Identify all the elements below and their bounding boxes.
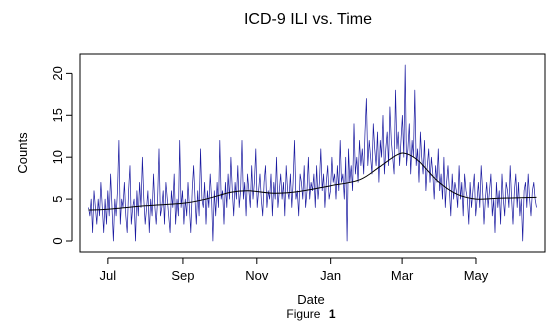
y-tick-label: 20 [50, 66, 65, 80]
x-tick-label: Jul [100, 268, 117, 283]
figure-caption-number: 1 [329, 307, 336, 321]
figure-caption-prefix: Figure [286, 307, 320, 321]
x-tick-label: Jan [320, 268, 341, 283]
x-axis-label: Date [297, 292, 324, 307]
plot-box [79, 53, 546, 253]
y-tick-label: 15 [50, 108, 65, 122]
chart-title: ICD-9 ILI vs. Time [244, 11, 372, 28]
series-line-smooth [88, 152, 537, 211]
y-axis-label: Counts [15, 132, 30, 174]
x-axis: Jul Sep Nov Jan Mar May [100, 257, 489, 283]
series-layer [88, 64, 537, 242]
x-tick-label: May [464, 268, 489, 283]
y-tick-label: 10 [50, 150, 65, 164]
y-tick-label: 0 [50, 237, 65, 244]
series-line-raw [88, 64, 537, 242]
y-axis: 0 5 10 15 20 [50, 66, 73, 245]
x-tick-label: Nov [245, 268, 269, 283]
x-tick-label: Sep [171, 268, 194, 283]
x-tick-label: Mar [391, 268, 414, 283]
figure-caption: Figure 1 [286, 305, 335, 322]
y-tick-label: 5 [50, 195, 65, 202]
